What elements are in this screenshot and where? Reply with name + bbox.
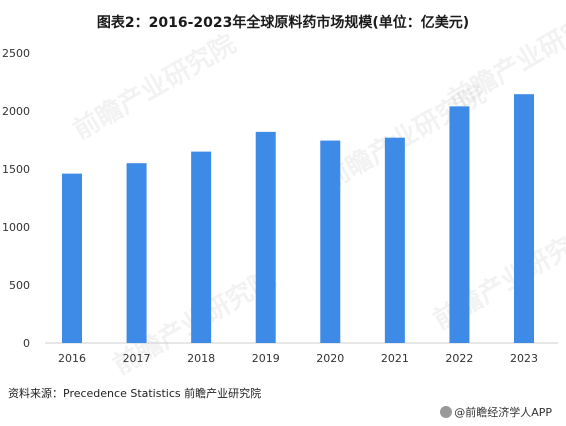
- y-tick-label: 0: [23, 337, 30, 350]
- y-axis: 0 500 1000 1500 2000 2500: [2, 47, 30, 350]
- x-tick-label: 2016: [58, 352, 86, 365]
- y-tick-label: 1500: [2, 163, 30, 176]
- chart-title: 图表2：2016-2023年全球原料药市场规模(单位：亿美元): [96, 15, 470, 31]
- bar-2018: [191, 151, 212, 343]
- x-tick-label: 2022: [445, 352, 473, 365]
- footer-text: @前瞻经济学人APP: [454, 406, 552, 419]
- x-tick-label: 2019: [252, 352, 280, 365]
- y-tick-label: 2500: [2, 47, 30, 60]
- watermark-text: 前瞻产业研究院: [443, 0, 566, 116]
- bar-2020: [320, 140, 341, 343]
- bar-2022: [449, 106, 470, 343]
- bars: [62, 94, 534, 344]
- x-axis: 2016 2017 2018 2019 2020 2021 2022 2023: [58, 352, 538, 365]
- bar-2016: [62, 173, 82, 343]
- y-tick-label: 1000: [2, 221, 30, 234]
- footer-credit: @前瞻经济学人APP: [440, 404, 552, 420]
- logo-icon: [440, 406, 453, 418]
- source-note: 资料来源：Precedence Statistics 前瞻产业研究院: [8, 387, 262, 400]
- bar-2019: [255, 131, 276, 343]
- watermark-text: 前瞻产业研究院: [428, 218, 566, 336]
- x-tick-label: 2023: [510, 352, 538, 365]
- x-tick-label: 2017: [123, 352, 151, 365]
- y-tick-label: 2000: [2, 105, 30, 118]
- bar-2023: [514, 94, 534, 344]
- bar-2017: [126, 163, 147, 343]
- watermark-text: 前瞻产业研究院: [68, 28, 241, 146]
- x-tick-label: 2020: [316, 352, 344, 365]
- x-tick-label: 2021: [381, 352, 409, 365]
- y-tick-label: 500: [9, 279, 30, 292]
- x-tick-label: 2018: [187, 352, 215, 365]
- bar-2021: [384, 137, 405, 343]
